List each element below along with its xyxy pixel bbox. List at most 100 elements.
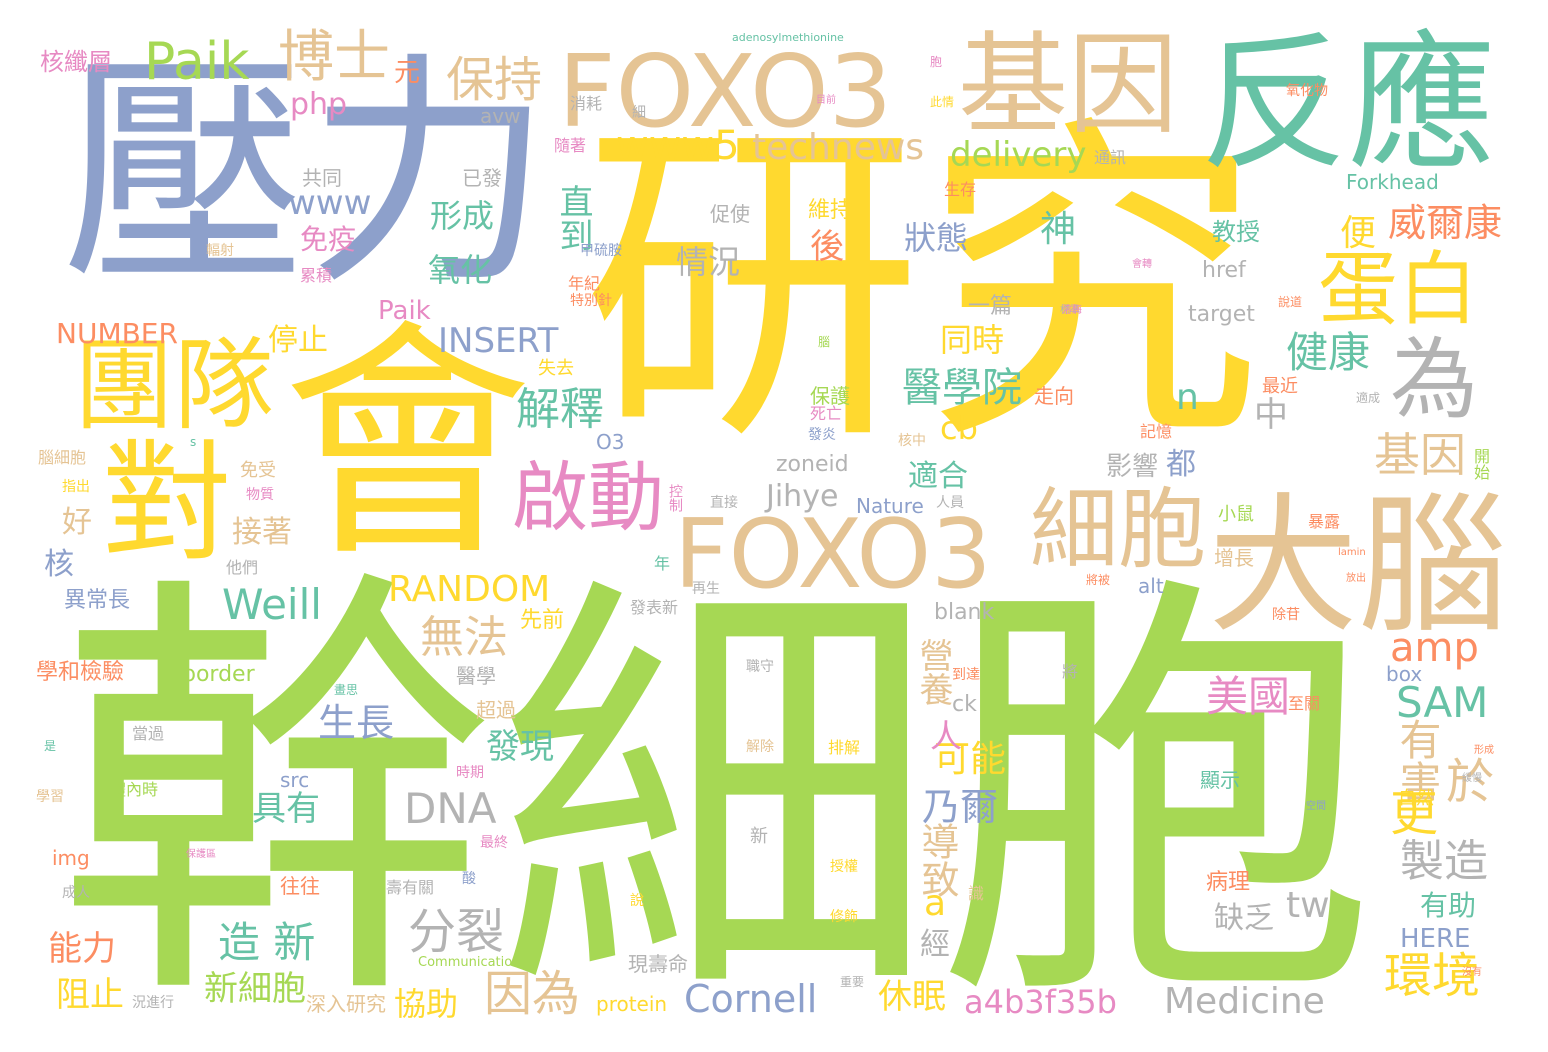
word-jieshi: 解釋 (516, 384, 604, 435)
word-tamen: 他們 (226, 558, 259, 577)
word-xuehejianyan: 學和檢驗 (36, 660, 125, 685)
word-faxian: 發現 (486, 727, 554, 767)
word-technews: technews (752, 127, 925, 168)
word-img: img (52, 846, 90, 870)
word-boshi: 博士 (278, 25, 390, 90)
word-href: href (1202, 258, 1246, 283)
word-danao: 大腦 (1208, 480, 1509, 654)
word-shicheng: 適成 (1356, 391, 1381, 405)
word-o3: O3 (596, 430, 625, 454)
word-jiyin-top: 基因 (958, 21, 1178, 149)
word-insert: INSERT (438, 321, 559, 361)
word-ciqing: 此情 (930, 95, 955, 109)
word-here: HERE (1400, 924, 1471, 954)
word-chaoguo: 超過 (476, 698, 516, 722)
word-dui: 對 (102, 427, 233, 579)
word-yu: 於 (1446, 754, 1495, 810)
word-xingcheng: 形成 (430, 197, 495, 235)
word-xin: 新 (750, 826, 768, 847)
word-yingyang: 營養 (913, 638, 953, 706)
word-huanman: 緩慢 (1462, 773, 1482, 784)
word-zhidao: 直到 (553, 184, 593, 252)
word-kongjian: 空間 (1306, 801, 1326, 812)
word-php: php (290, 87, 348, 122)
word-delivery: delivery (950, 135, 1087, 175)
word-xiushi: 修飾 (830, 909, 858, 925)
word-juyou: 具有 (252, 789, 320, 829)
word-huasi: 畫思 (334, 683, 359, 697)
word-baohu: 保護 (810, 384, 850, 408)
word-zhuangtai: 狀態 (904, 219, 969, 257)
word-quefa: 缺乏 (1214, 901, 1274, 936)
word-ziran: 自然 (1398, 788, 1434, 809)
word-yanghuawu: 氧化物 (1286, 83, 1328, 99)
word-tw: tw (1286, 885, 1330, 926)
word-zhichu: 指出 (62, 479, 90, 495)
word-renyuan: 人員 (936, 495, 964, 511)
word-xianshi: 顯示 (1200, 768, 1240, 792)
word-muqian: 目前 (816, 95, 836, 106)
word-baohuqu: 保護區 (186, 849, 216, 860)
word-baochi: 保持 (446, 52, 543, 108)
word-shi: 是 (44, 739, 57, 753)
word-medicine: Medicine (1164, 981, 1325, 1022)
word-yali: 壓力 (62, 32, 552, 317)
word-zhiguan: 至關 (1288, 694, 1321, 713)
word-shen: 神 (1040, 209, 1077, 250)
word-dna: DNA (404, 784, 497, 833)
word-dou: 都 (1166, 447, 1196, 482)
word-jing: 經 (920, 927, 950, 962)
word-hexiance: 核纖層 (40, 48, 112, 76)
word-number: NUMBER (56, 317, 178, 350)
word-kongzhi: 控制 (667, 484, 683, 512)
word-jiaoshou: 教授 (1212, 218, 1260, 246)
word-zoneid: zoneid (776, 452, 849, 477)
word-chugan: 除苷 (1272, 607, 1300, 623)
word-www: www (288, 183, 372, 223)
word-daozhi: 導致 (915, 822, 959, 898)
word-naier: 乃爾 (922, 785, 999, 829)
word-src: src (280, 768, 310, 792)
word-wei: 為 (1390, 328, 1479, 431)
word-mianyi: 免疫 (300, 223, 357, 256)
word-a4b3f35b: a4b3f35b (964, 983, 1117, 1021)
word-zouxiang: 走向 (1034, 384, 1074, 408)
word-yanghua: 氧化 (428, 251, 493, 289)
word-zengzhang: 增長 (1214, 546, 1254, 570)
word-shengzhang: 生長 (318, 701, 395, 745)
word-target: target (1188, 302, 1255, 327)
word-yichangzhang: 異常長 (64, 588, 131, 613)
word-nengli: 能力 (48, 929, 116, 969)
word-hou: 後 (810, 227, 844, 267)
word-kaishi: 開始 (1471, 448, 1490, 480)
word-xiaohao: 消耗 (570, 94, 603, 113)
word-hui: 會 (282, 299, 532, 590)
word-alt: alt (1138, 574, 1164, 598)
word-fangchu: 放出 (1346, 573, 1366, 584)
word-zuijin: 最近 (1262, 376, 1298, 397)
word-jiechu: 解除 (746, 739, 774, 755)
word-jihye: Jihye (766, 479, 839, 514)
word-fenlie: 分裂 (408, 904, 505, 960)
word-keneng: 可能 (934, 739, 1007, 780)
word-hao: 好 (62, 505, 92, 540)
word-n: n (1176, 377, 1199, 418)
word-geng: 更 (1390, 786, 1439, 842)
word-shiqu: 失去 (538, 358, 574, 379)
word-foxo3-top: FOXO3 (558, 33, 893, 150)
word-weierkang: 威爾康 (1388, 201, 1503, 245)
word-suizhe: 隨著 (554, 136, 587, 155)
word-fanying: 反應 (1200, 18, 1496, 190)
word-tongshi: 同時 (940, 321, 1005, 359)
word-xiumian: 休眠 (878, 977, 946, 1017)
word-xingcheng2: 形成 (1474, 745, 1494, 756)
word-wuzhi: 物質 (246, 487, 274, 503)
word-paijie: 排解 (828, 738, 861, 757)
word-tongxun: 通訊 (1094, 148, 1127, 167)
word-nature: Nature (856, 494, 924, 518)
word-xibao: 細胞 (1030, 478, 1207, 581)
word-fabiaoxin: 發表新 (630, 598, 679, 617)
word-shiqi: 時期 (456, 765, 484, 781)
word-kuangjinxing: 況進行 (132, 995, 174, 1011)
